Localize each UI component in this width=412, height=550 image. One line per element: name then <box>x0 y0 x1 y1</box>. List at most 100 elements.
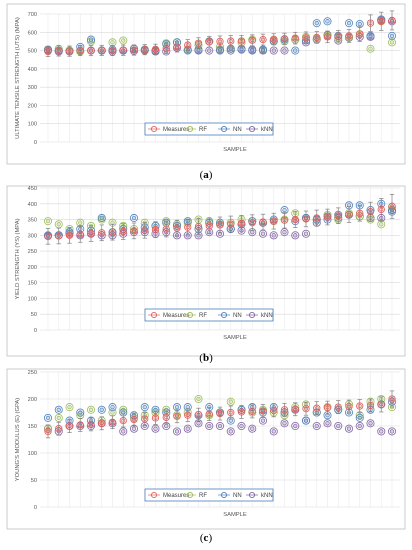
legend-label-measures: Measures <box>163 127 189 133</box>
data-point-knn <box>183 424 192 433</box>
data-point-knn <box>366 419 375 428</box>
data-point-measures-inner <box>347 212 351 217</box>
data-point-knn <box>280 46 289 55</box>
data-point-nn-inner <box>174 404 180 410</box>
data-point-nn-inner <box>110 404 115 410</box>
data-point-measures-inner <box>282 36 287 41</box>
x-axis-label: SAMPLE <box>223 335 247 341</box>
series-measures <box>44 193 396 245</box>
data-point-nn-inner <box>346 20 352 26</box>
data-point-nn-inner <box>99 407 104 412</box>
data-point-measures <box>108 46 117 55</box>
data-point-measures <box>55 425 63 433</box>
data-point-knn <box>226 427 235 436</box>
data-point-measures <box>87 46 95 55</box>
data-point-measures <box>162 413 170 422</box>
series-measures <box>44 10 396 57</box>
legend: Measures RF NN kNN <box>144 122 274 136</box>
data-point-measures <box>313 404 321 412</box>
data-point-measures <box>334 32 342 40</box>
data-point-nn <box>344 19 354 28</box>
data-point-rf-inner <box>56 415 61 421</box>
data-point-measures <box>194 39 203 47</box>
y-tick-label: 250 <box>28 249 37 255</box>
legend-label-nn: NN <box>233 493 242 499</box>
data-point-measures-inner <box>132 228 136 233</box>
data-point-measures-inner <box>314 216 319 220</box>
data-point-measures-inner <box>218 411 222 416</box>
data-point-measures-inner <box>250 38 255 43</box>
data-point-measures-inner <box>357 404 362 408</box>
legend-label-knn: kNN <box>261 127 273 133</box>
data-point-measures <box>205 222 213 230</box>
data-point-measures-inner <box>282 407 287 412</box>
data-point-measures-inner <box>304 216 308 221</box>
data-point-measures <box>119 46 127 54</box>
data-point-measures <box>151 414 160 422</box>
y-tick-label: 50 <box>31 312 37 318</box>
data-point-measures-inner <box>99 421 104 426</box>
data-point-measures-inner <box>185 225 190 230</box>
data-point-measures-inner <box>379 207 384 212</box>
data-point-nn-inner <box>131 215 137 221</box>
data-point-measures <box>270 217 278 225</box>
data-point-measures <box>323 403 332 412</box>
data-point-measures-inner <box>239 38 244 43</box>
y-tick-label: 700 <box>28 12 37 18</box>
data-point-measures-inner <box>121 229 126 234</box>
data-point-measures <box>162 44 170 53</box>
data-point-measures <box>366 401 375 410</box>
data-point-measures-inner <box>368 21 373 26</box>
data-point-measures-inner <box>336 34 341 39</box>
y-tick-label: 300 <box>28 233 37 239</box>
data-point-measures <box>270 406 278 414</box>
data-point-measures <box>194 222 203 231</box>
data-point-measures-inner <box>347 404 351 409</box>
data-point-rf-inner <box>368 46 373 51</box>
data-point-knn <box>301 229 311 238</box>
data-point-measures-inner <box>228 410 233 415</box>
data-point-rf <box>366 44 375 53</box>
data-point-knn <box>312 421 321 431</box>
data-point-measures-inner <box>175 226 179 231</box>
data-point-knn-inner <box>282 421 287 426</box>
data-point-measures-inner <box>89 231 93 236</box>
y-tick-label: 350 <box>28 218 37 224</box>
data-point-rf <box>119 36 128 45</box>
data-point-measures <box>227 408 235 417</box>
data-point-measures-inner <box>390 18 394 23</box>
legend-marker-rf <box>186 491 194 499</box>
y-tick-label: 0 <box>34 505 37 511</box>
data-point-knn-inner <box>217 423 223 429</box>
y-axis-label: YIELD STRENGTH (YS) (MPA) <box>15 218 21 299</box>
y-tick-label: 100 <box>28 122 37 128</box>
data-point-measures-inner <box>142 47 147 52</box>
legend-label-rf: RF <box>199 493 207 499</box>
data-point-measures-inner <box>325 34 330 39</box>
x-axis-label: SAMPLE <box>223 512 247 518</box>
data-point-knn-inner <box>293 423 298 429</box>
legend-label-rf: RF <box>199 127 207 133</box>
data-point-measures <box>194 411 203 419</box>
legend: Measures RF NN kNN <box>144 488 274 502</box>
data-point-nn-inner <box>56 407 61 412</box>
legend-marker-knn <box>248 311 256 319</box>
data-point-measures <box>248 36 256 44</box>
data-point-knn-inner <box>260 231 266 236</box>
data-point-measures <box>108 418 117 426</box>
legend-marker-rf <box>186 311 194 319</box>
data-point-measures-inner <box>390 397 394 401</box>
data-point-measures <box>248 219 256 227</box>
data-point-knn <box>355 421 364 431</box>
data-point-measures <box>313 33 321 42</box>
data-point-measures-inner <box>99 48 104 53</box>
legend-frame <box>144 122 274 136</box>
data-point-rf-inner <box>121 38 126 43</box>
data-point-rf-inner <box>110 410 115 415</box>
data-point-knn-inner <box>325 421 330 426</box>
data-point-nn <box>312 19 321 28</box>
data-point-measures-inner <box>368 209 373 214</box>
data-point-measures-inner <box>175 414 179 419</box>
chart-panel-b: 0 50 100 150 200 250 300 350 400 450 YIELD STRENGT… <box>6 185 406 364</box>
data-point-measures-inner <box>390 204 394 209</box>
